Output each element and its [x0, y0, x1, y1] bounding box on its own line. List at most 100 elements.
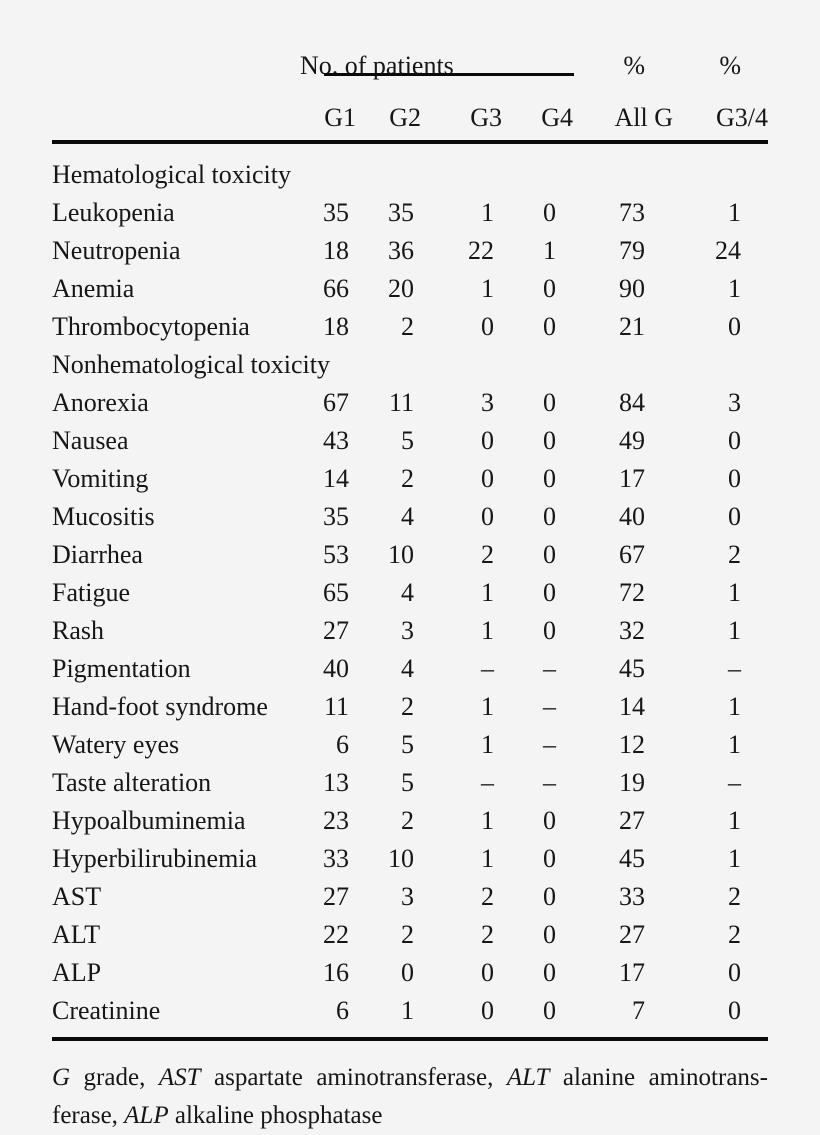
row-spacer-cell	[741, 954, 768, 992]
cell-g2: 35	[388, 198, 414, 227]
row-label: Mucositis	[52, 502, 155, 531]
cell-g1: 11	[323, 692, 349, 721]
footnote-text: aspartate aminotransferase,	[200, 1064, 507, 1091]
row-spacer-cell	[741, 688, 768, 726]
table-row: Hyperbilirubinemia 33 10 1 0 45 1	[52, 840, 768, 878]
table-row: Taste alteration 13 5 – – 19 –	[52, 764, 768, 802]
cell-g34: 1	[728, 692, 741, 721]
cell-g2: 2	[401, 920, 414, 949]
row-spacer-cell	[741, 232, 768, 270]
table-row: Diarrhea 53 10 2 0 67 2	[52, 536, 768, 574]
row-label: Taste alteration	[52, 768, 212, 797]
row-label: Watery eyes	[52, 730, 180, 759]
cell-g4: 0	[543, 920, 556, 949]
row-spacer-cell	[741, 764, 768, 802]
cell-g1: 6	[336, 996, 349, 1025]
cell-g4: 0	[543, 502, 556, 531]
no-of-patients-label: No. of patients	[300, 51, 454, 80]
cell-g3: 2	[481, 882, 494, 911]
table-header: No. of patients % % G1 G2 G3 G4 All G G3…	[52, 0, 768, 144]
cell-all-g: 27	[619, 920, 645, 949]
cell-all-g: 45	[619, 844, 645, 873]
cell-g4: 0	[543, 198, 556, 227]
table-row: Rash 27 3 1 0 32 1	[52, 612, 768, 650]
table-row: Vomiting 14 2 0 0 17 0	[52, 460, 768, 498]
row-spacer-cell	[741, 840, 768, 878]
cell-g1: 14	[323, 464, 349, 493]
footnote-line-2: ferase, ALP alkaline phosphatase	[52, 1097, 768, 1135]
row-label: Hand-foot syndrome	[52, 692, 268, 721]
cell-g3: 0	[481, 312, 494, 341]
cell-g34: 1	[728, 730, 741, 759]
row-label: Hyperbilirubinemia	[52, 844, 258, 873]
column-header-all-g-text: All G	[614, 103, 674, 132]
row-label: Thrombocytopenia	[52, 312, 250, 341]
table-row: Leukopenia 35 35 1 0 73 1	[52, 194, 768, 232]
cell-g34: 1	[728, 616, 741, 645]
table-row: Creatinine 6 1 0 0 7 0	[52, 992, 768, 1030]
cell-g2: 2	[401, 692, 414, 721]
cell-g2: 5	[401, 426, 414, 455]
cell-g34: 0	[728, 464, 741, 493]
table-row: Anorexia 67 11 3 0 84 3	[52, 384, 768, 422]
table-row: Hypoalbuminemia 23 2 1 0 27 1	[52, 802, 768, 840]
cell-g2: 4	[401, 578, 414, 607]
cell-all-g: 14	[619, 692, 645, 721]
table-bottom-rule	[52, 1037, 768, 1041]
table-row: ALP 16 0 0 0 17 0	[52, 954, 768, 992]
header-spacer-cell	[741, 91, 768, 144]
header-empty-cell	[52, 91, 300, 144]
abbreviation-term: ALP	[124, 1102, 169, 1129]
cell-all-g: 67	[619, 540, 645, 569]
cell-all-g: 17	[619, 464, 645, 493]
row-spacer-cell	[741, 612, 768, 650]
row-spacer-cell	[741, 270, 768, 308]
cell-g34: 0	[728, 426, 741, 455]
cell-g4: 0	[543, 464, 556, 493]
column-header-g2: G2	[349, 91, 421, 144]
table-row: Anemia 66 20 1 0 90 1	[52, 270, 768, 308]
header-columns-row: G1 G2 G3 G4 All G G3/4	[52, 91, 768, 144]
row-label: Neutropenia	[52, 236, 181, 265]
cell-g34: 2	[728, 882, 741, 911]
table-row: Thrombocytopenia 18 2 0 0 21 0	[52, 308, 768, 346]
cell-g1: 18	[323, 236, 349, 265]
cell-all-g: 45	[619, 654, 645, 683]
cell-g3: 1	[481, 274, 494, 303]
column-header-g1: G1	[300, 91, 356, 144]
cell-g2: 5	[401, 768, 414, 797]
cell-g3: 1	[481, 578, 494, 607]
cell-g3: 1	[481, 198, 494, 227]
cell-g4: 0	[543, 806, 556, 835]
cell-g4: 0	[543, 388, 556, 417]
cell-g1: 43	[323, 426, 349, 455]
table-row: Neutropenia 18 36 22 1 79 24	[52, 232, 768, 270]
cell-g3: 1	[481, 616, 494, 645]
cell-g2: 2	[401, 464, 414, 493]
cell-g4: 0	[543, 274, 556, 303]
cell-all-g: 90	[619, 274, 645, 303]
table-footnote: G grade, AST aspartate aminotransferase,…	[52, 1059, 768, 1135]
header-spacer-cell	[741, 0, 768, 91]
cell-g34: 0	[728, 312, 741, 341]
cell-g1: 65	[323, 578, 349, 607]
footnote-text: grade,	[70, 1064, 159, 1091]
cell-g2: 0	[401, 958, 414, 987]
row-spacer-cell	[741, 308, 768, 346]
cell-g3: –	[481, 768, 494, 797]
cell-g2: 10	[388, 844, 414, 873]
cell-g1: 67	[323, 388, 349, 417]
cell-g1: 40	[323, 654, 349, 683]
table-row: Hand-foot syndrome 11 2 1 – 14 1	[52, 688, 768, 726]
column-header-g4-text: G4	[541, 103, 573, 132]
table-row: Nausea 43 5 0 0 49 0	[52, 422, 768, 460]
section-row: Hematological toxicity	[52, 156, 768, 194]
cell-g34: 1	[728, 198, 741, 227]
cell-g34: –	[728, 768, 741, 797]
cell-g34: –	[728, 654, 741, 683]
cell-all-g: 73	[619, 198, 645, 227]
cell-g2: 1	[401, 996, 414, 1025]
cell-g3: 0	[481, 996, 494, 1025]
cell-g34: 1	[728, 844, 741, 873]
